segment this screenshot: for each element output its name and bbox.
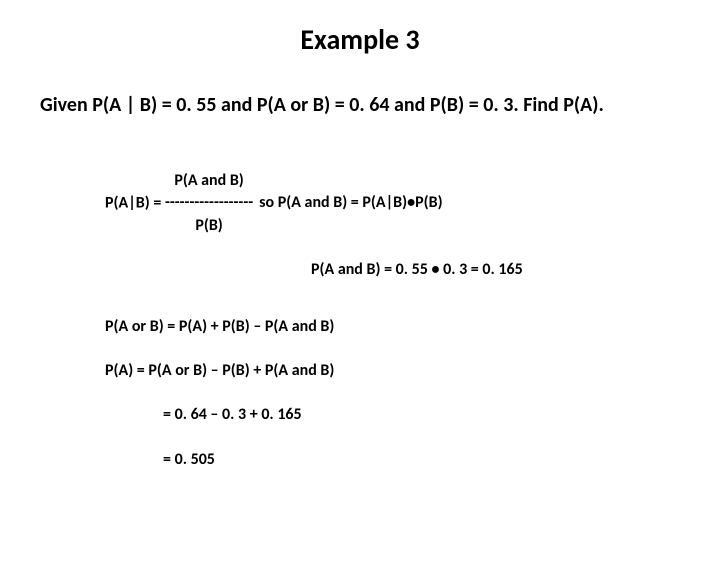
problem-statement: Given P(A | B) = 0. 55 and P(A or B) = 0… bbox=[40, 92, 680, 118]
fraction: P(A and B) ------------------ P(B) bbox=[165, 170, 253, 237]
formula-left: P(A|B) = bbox=[105, 193, 165, 212]
union-formula: P(A or B) = P(A) + P(B) – P(A and B) bbox=[105, 316, 720, 338]
intersection-calc: P(A and B) = 0. 55 • 0. 3 = 0. 165 bbox=[311, 259, 720, 281]
conditional-formula: P(A|B) = P(A and B) ------------------ P… bbox=[105, 170, 720, 237]
denominator: P(B) bbox=[165, 215, 253, 237]
work-area: P(A|B) = P(A and B) ------------------ P… bbox=[105, 170, 720, 471]
final-answer: = 0. 505 bbox=[163, 449, 720, 471]
numerator: P(A and B) bbox=[165, 170, 253, 192]
substitution-step: = 0. 64 – 0. 3 + 0. 165 bbox=[163, 404, 720, 426]
page-title: Example 3 bbox=[0, 22, 720, 57]
so-clause: so P(A and B) = P(A|B)•P(B) bbox=[259, 192, 442, 214]
fraction-bar: ------------------ bbox=[165, 192, 253, 214]
pa-rearranged: P(A) = P(A or B) – P(B) + P(A and B) bbox=[105, 360, 720, 382]
